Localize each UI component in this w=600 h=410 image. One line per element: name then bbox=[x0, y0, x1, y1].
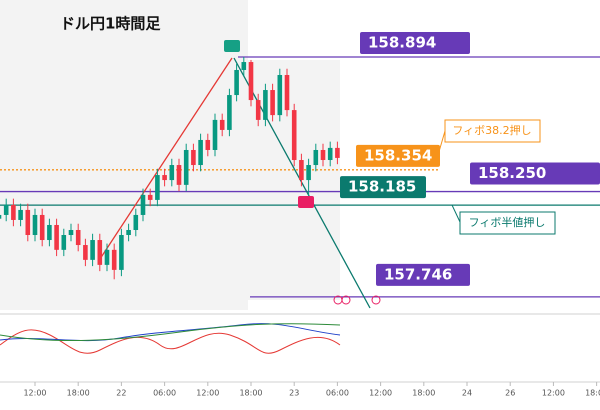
x-tick-label: 23 bbox=[289, 389, 299, 398]
candle-body bbox=[25, 209, 31, 236]
candle-body bbox=[198, 139, 203, 166]
oscillator-line bbox=[0, 329, 341, 354]
candle-body bbox=[83, 245, 88, 260]
candle-body bbox=[162, 175, 167, 181]
candle-body bbox=[183, 149, 189, 185]
candle-body bbox=[0, 214, 2, 219]
x-tick-label: 12:00 bbox=[23, 389, 46, 398]
level-label-box bbox=[470, 162, 600, 185]
x-tick-label: 18:00 bbox=[67, 389, 90, 398]
annotation: フィボ38.2押し bbox=[452, 123, 531, 137]
chart-title: ドル円1時間足 bbox=[60, 15, 161, 33]
level-label-layer: 158.894 158.354 158.250 158.185 157.746 bbox=[340, 32, 600, 286]
candle-body bbox=[104, 249, 110, 265]
trend-line bbox=[97, 57, 233, 263]
x-tick-label: 18:00 bbox=[412, 389, 435, 398]
low-marker bbox=[298, 196, 314, 208]
x-tick-label: 26 bbox=[505, 389, 515, 398]
candle-body bbox=[284, 74, 290, 111]
candle-body bbox=[54, 224, 59, 250]
candle-body bbox=[97, 240, 103, 265]
level-label-box bbox=[356, 144, 440, 167]
level-label: 158.185 bbox=[348, 178, 416, 196]
connector bbox=[435, 130, 446, 163]
candle-body bbox=[75, 229, 81, 246]
x-tick-label: 06:00 bbox=[326, 389, 349, 398]
candle-body bbox=[234, 69, 239, 96]
candle-body bbox=[169, 165, 175, 181]
x-tick-label: 18:00 bbox=[585, 389, 600, 398]
candle-body bbox=[191, 149, 196, 166]
candle-body bbox=[313, 149, 319, 166]
candle-body bbox=[176, 165, 182, 185]
candle-body bbox=[219, 119, 225, 130]
level-label-box bbox=[340, 176, 426, 199]
event-icon bbox=[341, 295, 351, 305]
candle-body bbox=[133, 214, 139, 230]
x-tick-label: 24 bbox=[462, 389, 472, 398]
level-label: 158.354 bbox=[364, 146, 432, 164]
candle-body bbox=[32, 214, 38, 236]
candle-body bbox=[155, 175, 160, 200]
level-label: 158.894 bbox=[368, 34, 436, 52]
candle-body bbox=[335, 147, 340, 158]
candle-body bbox=[320, 149, 326, 161]
candle-body bbox=[306, 165, 311, 181]
event-icon bbox=[371, 295, 381, 305]
candle-body bbox=[248, 62, 254, 101]
candle-body bbox=[212, 119, 218, 150]
peak-marker bbox=[224, 40, 240, 52]
candle-layer bbox=[0, 57, 340, 280]
candle-body bbox=[327, 147, 333, 161]
candle-body bbox=[227, 95, 232, 130]
level-label: 158.250 bbox=[478, 164, 546, 182]
x-tick-label: 12:00 bbox=[369, 389, 392, 398]
candle-body bbox=[126, 229, 131, 236]
shade-region bbox=[248, 60, 340, 300]
candle-body bbox=[3, 204, 9, 215]
level-label-box bbox=[360, 32, 470, 55]
trend-line bbox=[233, 57, 371, 309]
oscillator-line bbox=[0, 323, 341, 342]
oscillator-line bbox=[0, 323, 341, 342]
level-label-box bbox=[376, 263, 470, 286]
candle-body bbox=[263, 90, 268, 120]
annotation-box bbox=[459, 211, 556, 235]
candle-body bbox=[47, 224, 52, 241]
annotation: フィボ半値押し bbox=[469, 215, 546, 229]
connector bbox=[451, 204, 461, 223]
time-axis: 12:00 18:00 22 06:00 12:00 18:00 23 06:00 12:00 1… bbox=[23, 382, 600, 398]
candle-body bbox=[140, 194, 146, 215]
candle-body bbox=[18, 209, 23, 220]
x-tick-label: 18:00 bbox=[239, 389, 262, 398]
x-tick-label: 06:00 bbox=[153, 389, 176, 398]
x-tick-label: 12:00 bbox=[542, 389, 565, 398]
candle-body bbox=[270, 90, 275, 116]
candle-body bbox=[147, 194, 153, 200]
candle-body bbox=[68, 229, 74, 236]
candle-body bbox=[277, 74, 283, 116]
shade-region bbox=[0, 0, 248, 310]
candle-body bbox=[39, 214, 45, 241]
candle-body bbox=[111, 249, 117, 270]
candle-body bbox=[11, 204, 16, 220]
candle-body bbox=[119, 235, 124, 270]
candle-body bbox=[299, 160, 304, 181]
candle-body bbox=[205, 139, 211, 150]
x-tick-label: 22 bbox=[116, 389, 126, 398]
level-label: 157.746 bbox=[384, 265, 452, 283]
candle-body bbox=[291, 110, 297, 161]
candle-body bbox=[90, 240, 95, 260]
x-tick-label: 12:00 bbox=[196, 389, 219, 398]
candle-body bbox=[255, 100, 261, 120]
candle-body bbox=[241, 62, 247, 70]
candle-body bbox=[61, 235, 67, 250]
